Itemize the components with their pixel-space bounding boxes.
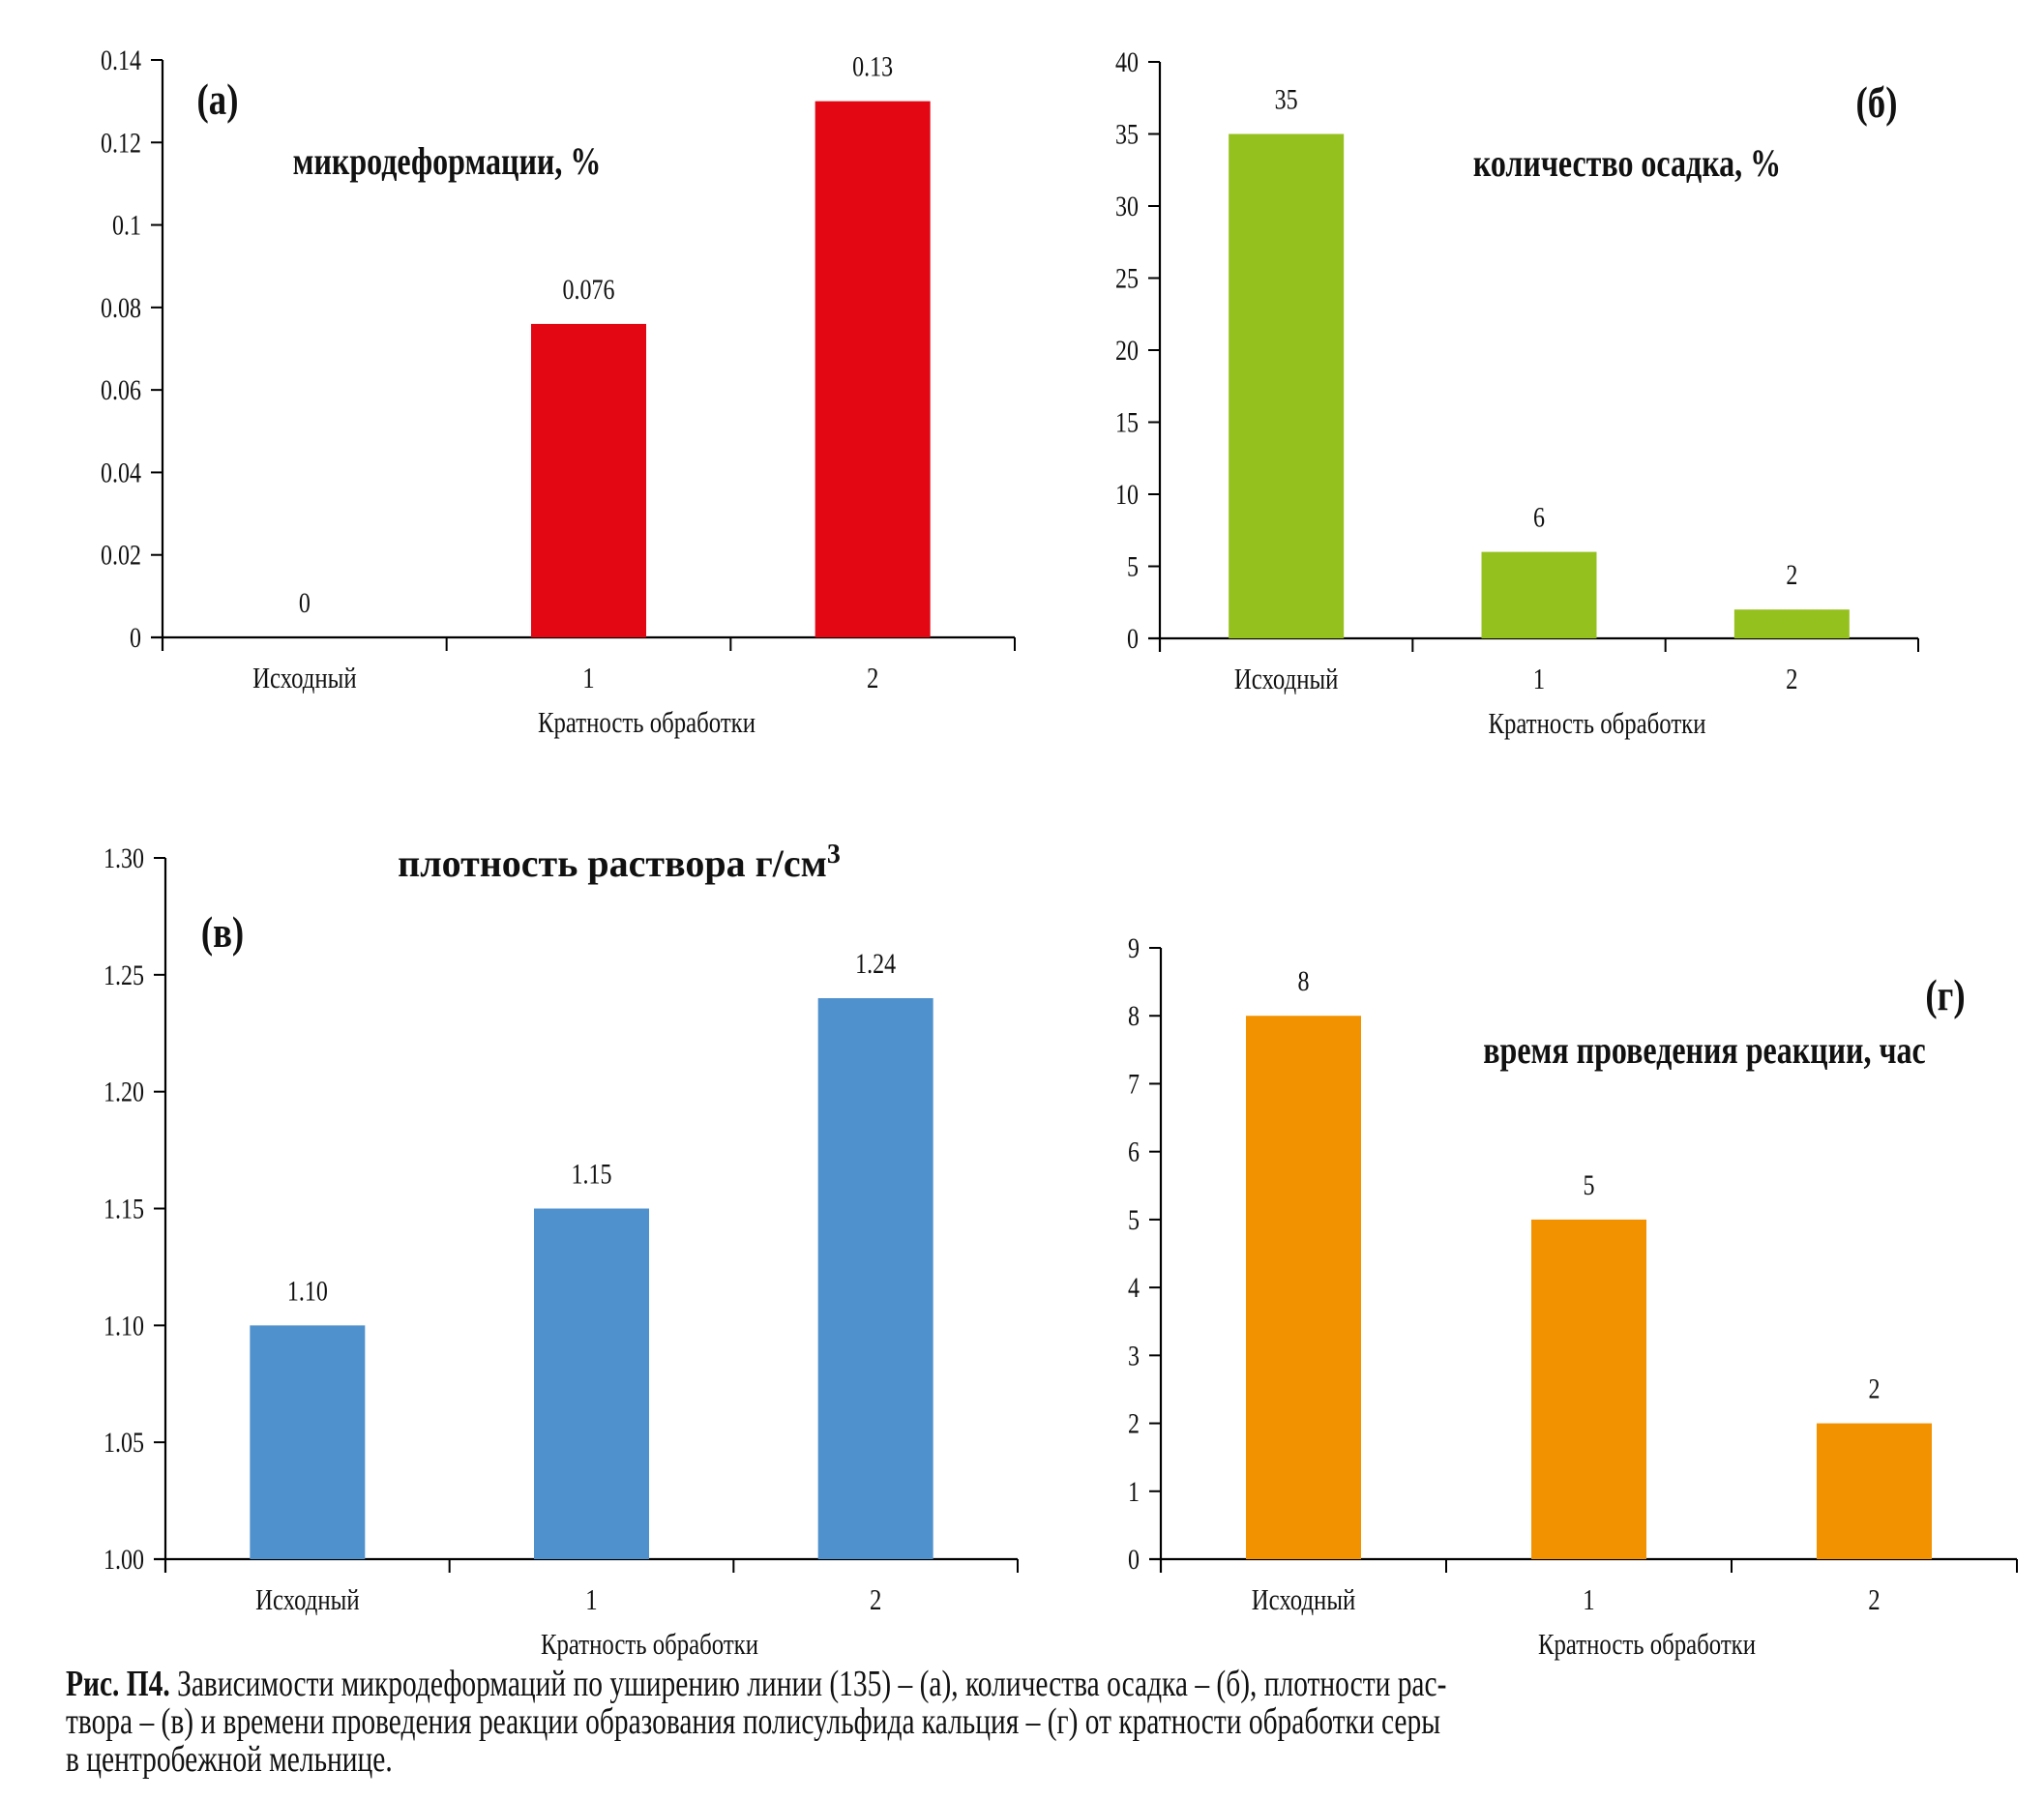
y-tick-label: 4: [1128, 1272, 1140, 1304]
x-tick-label: Исходный: [252, 662, 357, 694]
caption-text-1: Зависимости микродеформаций по уширению …: [169, 1664, 1447, 1704]
bar: [1229, 133, 1345, 638]
x-axis-label: Кратность обработки: [1488, 707, 1705, 740]
y-tick-label: 35: [1115, 118, 1139, 150]
y-tick-label: 1.10: [104, 1310, 144, 1342]
x-tick-label: Исходный: [255, 1583, 360, 1616]
caption-line-3: в центробежной мельнице.: [66, 1739, 393, 1780]
y-tick-label: 0: [1127, 622, 1139, 654]
y-tick-label: 20: [1115, 334, 1139, 366]
x-tick-label: 1: [1533, 663, 1545, 695]
figure-caption: Рис. П4. Зависимости микродеформаций по …: [66, 1666, 2015, 1779]
y-tick-label: 0: [130, 621, 141, 653]
data-label: 1.10: [287, 1275, 328, 1307]
x-tick-label: 2: [1868, 1583, 1880, 1616]
y-tick-label: 0.08: [101, 291, 141, 323]
data-label: 1.24: [855, 947, 896, 979]
y-tick-label: 1.15: [104, 1193, 144, 1225]
data-label: 2: [1786, 559, 1797, 591]
title-superscript: 3: [827, 840, 841, 870]
bar: [250, 1325, 366, 1559]
panel-letter: (б): [1856, 78, 1898, 128]
bar: [1531, 1219, 1646, 1559]
y-tick-label: 0.06: [101, 374, 141, 406]
x-axis-label: Кратность обработки: [1538, 1628, 1756, 1661]
panel-letter: (г): [1925, 971, 1965, 1020]
panel-letter: (а): [197, 75, 239, 125]
y-tick-label: 5: [1127, 550, 1139, 582]
chart-title: микродеформации, %: [293, 140, 602, 183]
y-tick-label: 30: [1115, 190, 1139, 221]
caption-line-2: твора – (в) и времени проведения реакции…: [66, 1701, 1440, 1742]
data-label: 8: [1298, 965, 1310, 997]
chart-title: плотность раствора г/см3: [398, 840, 841, 885]
bar: [1481, 551, 1597, 638]
y-tick-label: 9: [1128, 931, 1140, 963]
y-tick-label: 1.30: [104, 841, 144, 873]
data-label: 6: [1533, 501, 1545, 533]
data-label: 1.15: [572, 1158, 612, 1190]
y-tick-label: 1.20: [104, 1076, 144, 1107]
x-axis-label: Кратность обработки: [541, 1628, 758, 1661]
bar: [1817, 1423, 1932, 1559]
chart-panel-b: 0 5 10 15 20 25 30 35 40 Исходный 35 1 6 2 2 Кратность …: [1115, 45, 1919, 741]
x-tick-label: 2: [870, 1583, 881, 1616]
y-tick-label: 1.05: [104, 1427, 144, 1459]
y-tick-label: 0.02: [101, 539, 141, 571]
y-tick-label: 40: [1115, 45, 1139, 77]
chart-title: время проведения реакции, час: [1483, 1029, 1925, 1072]
y-tick-label: 0.1: [112, 209, 141, 241]
data-label: 2: [1869, 1372, 1881, 1404]
data-label: 0.076: [563, 273, 615, 305]
x-tick-label: Исходный: [1234, 663, 1339, 695]
y-tick-label: 5: [1128, 1203, 1140, 1235]
chart-panel-v: 1.00 1.05 1.10 1.15 1.20 1.25 1.30 Исходный 1.10…: [104, 840, 1019, 1662]
x-tick-label: 2: [1786, 663, 1797, 695]
data-label: 5: [1584, 1168, 1595, 1200]
y-tick-label: 0.14: [101, 44, 141, 75]
x-tick-label: 1: [585, 1583, 597, 1616]
y-tick-label: 0: [1128, 1543, 1140, 1575]
y-tick-label: 0.12: [101, 127, 141, 159]
y-tick-label: 0.04: [101, 457, 141, 488]
data-label: 0: [299, 586, 311, 618]
y-tick-label: 10: [1115, 478, 1139, 510]
bar: [817, 998, 933, 1559]
x-tick-label: 1: [1583, 1583, 1594, 1616]
y-tick-label: 6: [1128, 1136, 1140, 1167]
bar: [534, 1208, 649, 1559]
bar: [815, 101, 931, 637]
y-tick-label: 2: [1128, 1407, 1140, 1439]
y-tick-label: 25: [1115, 262, 1139, 294]
bar: [1733, 609, 1850, 638]
x-tick-label: 1: [582, 662, 594, 694]
y-tick-label: 8: [1128, 1000, 1140, 1032]
y-tick-label: 7: [1128, 1068, 1140, 1100]
y-tick-label: 1.25: [104, 959, 144, 990]
caption-line-1: Рис. П4. Зависимости микродеформаций по …: [66, 1666, 2015, 1703]
panel-letter: (в): [201, 908, 244, 958]
y-tick-label: 1.00: [104, 1543, 144, 1575]
x-axis-label: Кратность обработки: [538, 706, 755, 739]
bar: [531, 323, 646, 637]
y-tick-label: 15: [1115, 406, 1139, 438]
x-tick-label: 2: [867, 662, 878, 694]
chart-panel-g: 0 1 2 3 4 5 6 7 8 9 Исходный 8 1 5 2 2 Кратность обработ…: [1128, 931, 2018, 1662]
data-label: 35: [1275, 83, 1298, 115]
y-tick-label: 1: [1128, 1475, 1140, 1507]
bar: [1246, 1016, 1361, 1559]
x-tick-label: Исходный: [1252, 1583, 1356, 1616]
chart-title: количество осадка, %: [1473, 142, 1781, 185]
caption-label: Рис. П4.: [66, 1664, 170, 1704]
data-label: 0.13: [852, 50, 893, 82]
y-tick-label: 3: [1128, 1340, 1140, 1372]
chart-panel-a: 0 0.02 0.04 0.06 0.08 0.1 0.12 0.14 Исходный 0 1 0.…: [101, 44, 1016, 740]
